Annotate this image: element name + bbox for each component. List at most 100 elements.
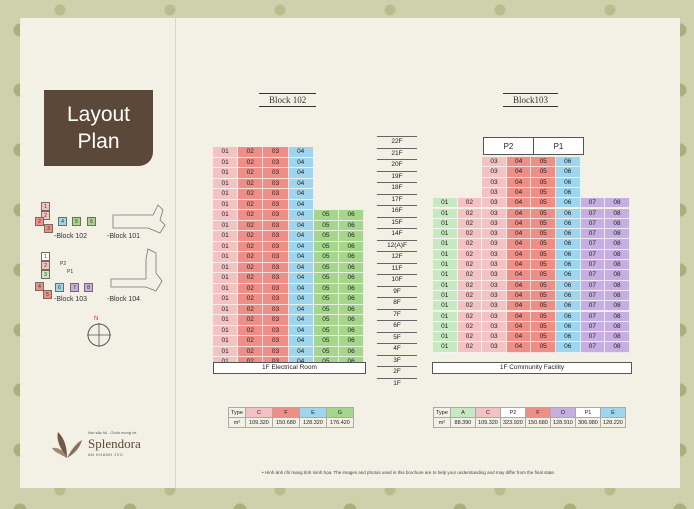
unit-cell: 08 <box>605 218 630 230</box>
unit-cell: 05 <box>531 290 556 302</box>
floor-label: 16F <box>377 205 417 217</box>
compass-icon: N <box>86 316 112 353</box>
floor-label: 11F <box>377 262 417 275</box>
unit-cell: 03 <box>263 178 289 189</box>
unit-cell: 02 <box>238 283 264 294</box>
legend-103-area: 128.220 <box>599 417 626 428</box>
unit-cell: 03 <box>263 315 289 326</box>
unit-cell: 07 <box>580 239 606 250</box>
legend-103-area: 323.920 <box>499 417 526 428</box>
unit-cell: 01 <box>213 189 239 200</box>
unit-cell: 06 <box>556 280 581 291</box>
floor-label: 21F <box>377 147 417 160</box>
unit-cell: 02 <box>238 147 264 158</box>
panel-divider <box>175 18 176 488</box>
unit-cell: 01 <box>433 229 458 240</box>
unit-cell: 01 <box>213 178 239 189</box>
unit-cell: 04 <box>288 304 314 315</box>
unit-cell: 05 <box>531 229 556 240</box>
unit-cell: 01 <box>433 321 458 333</box>
unit-cell: 04 <box>506 311 532 322</box>
unit-cell: 08 <box>605 239 630 250</box>
mini-102-unit-6: 6 <box>87 217 96 226</box>
unit-cell: 01 <box>213 336 239 347</box>
unit-cell: 04 <box>288 178 314 189</box>
unit-cell: 07 <box>580 290 606 302</box>
unit-cell: 04 <box>506 239 532 250</box>
unit-cell: 01 <box>213 315 239 326</box>
unit-cell: 01 <box>213 346 239 357</box>
unit-cell: 04 <box>288 346 314 357</box>
unit-cell: 04 <box>288 283 314 294</box>
unit-cell: 06 <box>339 346 365 357</box>
unit-cell: 06 <box>556 208 581 219</box>
floor-label: 14F <box>377 228 417 240</box>
unit-cell: 02 <box>457 260 483 271</box>
legend-103-type: F <box>524 407 551 418</box>
floor-label: 18F <box>377 182 417 194</box>
unit-cell: 02 <box>457 280 483 291</box>
unit-cell: 08 <box>605 208 630 219</box>
unit-cell: 03 <box>263 283 289 294</box>
legend-103-area: 109.320 <box>474 417 501 428</box>
floor-label: 15F <box>377 216 417 229</box>
unit-cell: 05 <box>313 325 339 336</box>
unit-cell: 07 <box>580 218 606 230</box>
mini-102-unit-2b: 2 <box>35 217 44 226</box>
unit-cell: 04 <box>506 198 532 209</box>
mini-103-unit-4: 4 <box>35 282 44 291</box>
unit-cell: 03 <box>263 304 289 315</box>
unit-cell: 04 <box>288 336 314 347</box>
unit-cell: 06 <box>556 187 581 199</box>
unit-cell: 05 <box>531 342 556 353</box>
unit-cell: 08 <box>605 311 630 322</box>
unit-cell: 07 <box>580 229 606 240</box>
unit-cell: 02 <box>238 273 264 284</box>
unit-cell: 03 <box>482 208 507 219</box>
unit-cell: 04 <box>506 208 532 219</box>
unit-cell: 07 <box>580 321 606 333</box>
unit-cell: 02 <box>238 262 264 273</box>
mini-block-104-outline <box>110 248 163 292</box>
unit-cell: 01 <box>213 241 239 252</box>
block-102-legend: Type C F E G m² 109.320 150.680 128.320 … <box>228 407 354 428</box>
compass-north-label: N <box>94 316 99 322</box>
legend-103-area: 150.680 <box>524 417 551 428</box>
unit-cell: 07 <box>580 260 606 271</box>
unit-cell: 01 <box>433 260 458 271</box>
unit-cell: 03 <box>263 325 289 336</box>
logo-brand: Splendora <box>88 436 141 451</box>
mini-block-103-label: -Block 103 <box>54 296 88 303</box>
unit-cell: 04 <box>288 241 314 252</box>
unit-cell: 08 <box>605 301 630 312</box>
unit-cell: 02 <box>457 332 483 343</box>
unit-cell: 03 <box>482 311 507 322</box>
unit-cell: 02 <box>238 304 264 315</box>
unit-cell: 05 <box>531 311 556 322</box>
mini-103-unit-6: 6 <box>55 283 64 292</box>
floor-label: 6F <box>377 320 417 332</box>
unit-cell: 03 <box>482 229 507 240</box>
unit-cell: 04 <box>288 315 314 326</box>
unit-cell: 01 <box>433 239 458 250</box>
unit-cell: 02 <box>238 210 264 221</box>
unit-cell: 06 <box>339 315 365 326</box>
unit-cell: 02 <box>238 252 264 263</box>
unit-cell: 04 <box>288 210 314 221</box>
unit-cell: 01 <box>433 311 458 322</box>
unit-cell: 05 <box>531 198 556 209</box>
unit-cell: 06 <box>556 290 581 302</box>
unit-cell: 05 <box>531 270 556 281</box>
unit-cell: 08 <box>605 270 630 281</box>
unit-cell: 08 <box>605 290 630 302</box>
unit-cell: 04 <box>506 177 532 188</box>
legend-102-area: 128.320 <box>298 417 327 428</box>
unit-cell: 03 <box>263 346 289 357</box>
floor-label: 4F <box>377 343 417 355</box>
unit-cell: 06 <box>556 311 581 322</box>
unit-cell: 06 <box>556 218 581 230</box>
unit-cell: 03 <box>482 198 507 209</box>
mini-103-unit-8: 8 <box>84 283 93 292</box>
unit-cell: 08 <box>605 280 630 291</box>
legend-102-type: E <box>298 407 327 418</box>
